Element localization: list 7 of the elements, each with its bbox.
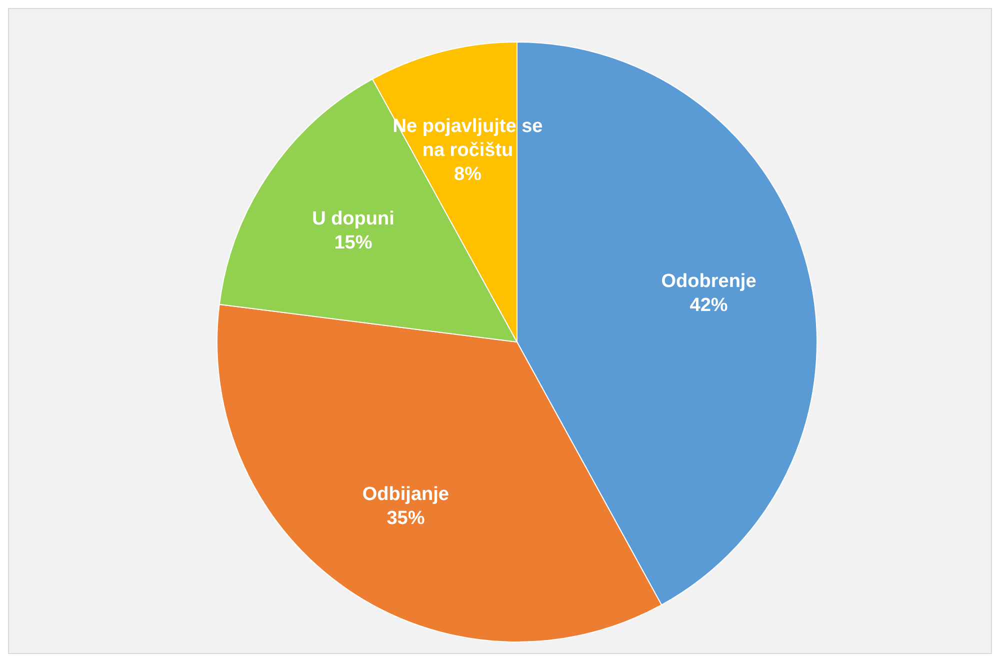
data-label: 42% [690, 294, 728, 316]
slice-label: Odbijanje [362, 483, 449, 504]
data-label: 35% [386, 507, 425, 528]
data-label: 8% [454, 164, 482, 185]
slice-label: Odobrenje [661, 270, 756, 292]
data-label: 15% [334, 232, 372, 254]
slice-label: U dopuni [312, 208, 394, 230]
